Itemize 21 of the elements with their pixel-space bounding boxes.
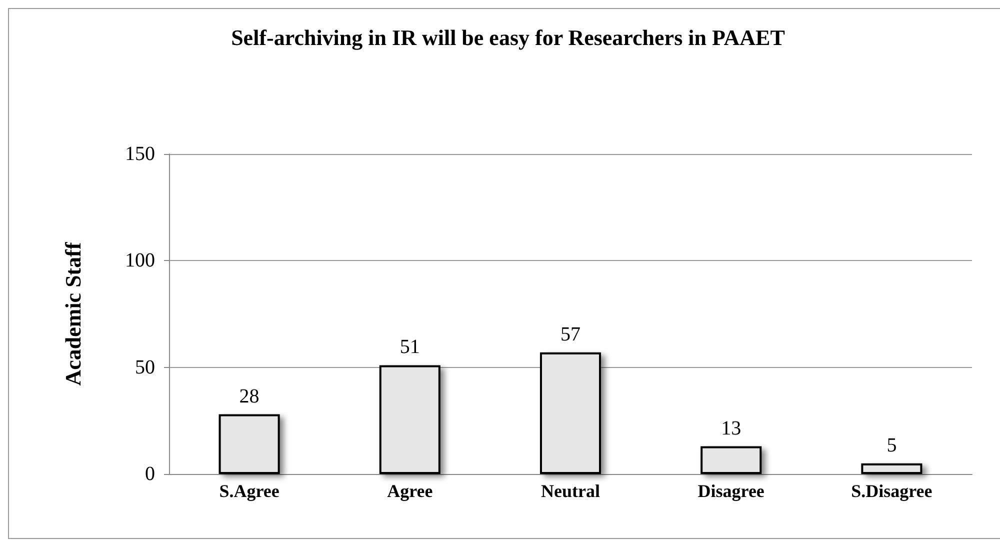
x-tick-label: S.Agree: [219, 481, 280, 501]
x-tick-label: S.Disagree: [851, 481, 932, 501]
bar: [379, 365, 440, 474]
y-tick-label: 0: [145, 463, 155, 485]
x-tick-label: Neutral: [541, 481, 600, 501]
x-tick-label: Agree: [387, 481, 433, 501]
y-axis-title: Academic Staff: [60, 242, 86, 386]
bar: [700, 446, 762, 474]
bar: [861, 463, 922, 474]
chart-title: Self-archiving in IR will be easy for Researchers in PAAET: [230, 24, 786, 52]
bar: [540, 352, 602, 474]
x-tick-label: Disagree: [698, 481, 764, 501]
data-label: 5: [886, 434, 897, 456]
data-label: 57: [560, 323, 580, 346]
y-tick-label: 100: [125, 250, 155, 272]
bar: [218, 414, 280, 474]
data-label: 51: [400, 336, 420, 358]
data-label: 13: [721, 417, 742, 440]
y-tick-label: 50: [135, 356, 155, 378]
y-tick-label: 150: [125, 143, 155, 165]
data-label: 28: [239, 385, 260, 408]
